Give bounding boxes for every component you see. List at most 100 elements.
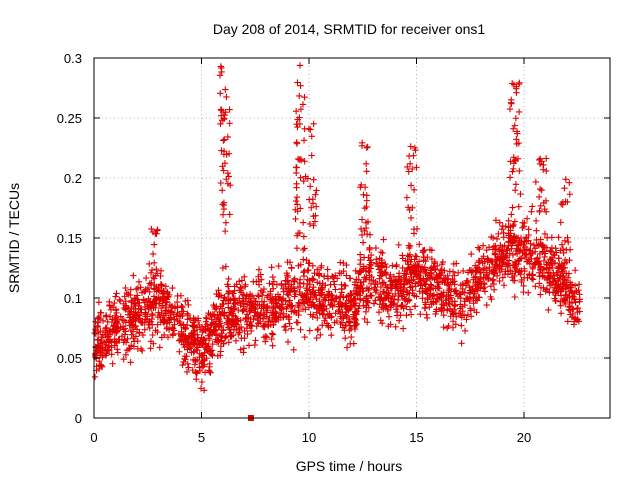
data-point [269,342,276,349]
data-point [378,262,385,269]
data-point [333,275,341,282]
data-point [284,338,292,346]
data-point [306,260,313,267]
data-point [92,353,99,361]
data-point [222,86,229,93]
data-point [538,187,545,194]
data-point [165,314,172,322]
data-point [330,278,338,285]
data-point [193,370,200,377]
data-point [124,335,131,342]
data-point [561,298,569,306]
data-point [515,108,523,116]
data-point [176,318,183,325]
data-point [127,286,134,293]
data-point [320,306,327,314]
data-point [164,333,172,341]
data-point [496,248,503,255]
data-point [352,267,359,275]
data-point [460,312,468,319]
data-point [300,280,307,287]
data-point [363,168,370,175]
data-point [255,266,263,273]
data-point [403,303,410,310]
data-point [333,317,341,325]
data-point [562,176,569,183]
data-point [473,309,480,316]
data-point [108,351,115,358]
data-point [273,281,281,288]
data-point [525,226,532,233]
data-point [503,247,510,254]
data-point [285,285,292,292]
data-point [362,308,370,316]
data-point [340,259,347,267]
data-point [292,108,300,115]
data-point [212,336,219,343]
data-point [205,332,212,339]
data-point [382,269,390,277]
data-point [490,243,498,250]
data-point [292,197,300,205]
data-point [440,323,447,331]
data-point [459,280,466,288]
data-point [407,311,415,318]
data-point [576,308,583,315]
data-point [293,140,301,147]
data-point [411,280,419,287]
data-point [447,279,454,286]
data-point [328,331,335,339]
data-point [220,137,227,144]
data-point [509,125,517,132]
data-point [327,324,334,331]
data-point [317,331,324,339]
data-point [288,264,295,272]
data-point [178,332,185,339]
data-point [434,279,442,286]
data-point [513,136,520,143]
data-point [166,319,173,326]
data-point [480,285,487,292]
data-point [324,310,332,318]
data-point [489,246,497,253]
data-point [153,265,160,273]
data-point [109,304,117,311]
data-point [420,247,427,255]
data-point [364,318,371,326]
data-point [203,315,211,322]
data-point [361,315,368,323]
data-point [241,283,249,290]
data-point [173,298,181,306]
data-point [309,287,316,295]
data-point [544,269,552,276]
data-point [324,275,332,282]
data-point [558,200,565,208]
data-point [490,276,497,283]
data-point [246,293,254,300]
data-point [328,273,336,280]
data-point [479,242,487,249]
data-point [215,287,222,294]
data-point [251,341,259,349]
data-point [218,332,226,340]
data-point [198,341,206,348]
data-point [563,291,571,299]
data-point [387,285,395,292]
data-point [440,312,447,319]
x-tick-label: 0 [90,430,97,445]
data-point [388,299,395,306]
data-point [266,280,273,287]
data-point [428,300,435,308]
data-point [373,256,380,263]
data-point [347,340,354,347]
data-point [489,277,496,284]
data-point [97,349,104,356]
data-point [377,283,385,291]
data-point [208,316,215,323]
data-point [192,357,199,365]
data-point [332,295,339,302]
data-point [193,356,201,364]
data-point [462,282,470,289]
data-point [297,205,304,212]
data-point [318,307,326,314]
